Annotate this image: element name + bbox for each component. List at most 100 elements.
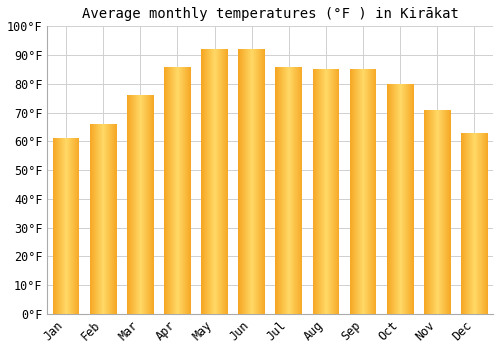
Bar <box>312 69 313 314</box>
Bar <box>115 124 116 314</box>
Bar <box>291 66 292 314</box>
Bar <box>293 66 294 314</box>
Bar <box>127 95 128 314</box>
Bar <box>355 69 356 314</box>
Bar <box>316 69 318 314</box>
Bar <box>410 84 411 314</box>
Bar <box>434 110 436 314</box>
Bar <box>64 139 66 314</box>
Bar <box>399 84 400 314</box>
Bar <box>132 95 133 314</box>
Bar <box>448 110 450 314</box>
Bar <box>424 110 426 314</box>
Bar <box>219 49 220 314</box>
Bar <box>374 69 375 314</box>
Bar <box>359 69 360 314</box>
Bar <box>174 66 176 314</box>
Bar <box>338 69 340 314</box>
Bar <box>103 124 104 314</box>
Bar <box>432 110 434 314</box>
Bar <box>141 95 142 314</box>
Bar <box>469 133 470 314</box>
Bar <box>480 133 481 314</box>
Bar <box>170 66 172 314</box>
Bar <box>475 133 476 314</box>
Bar <box>322 69 324 314</box>
Bar <box>294 66 295 314</box>
Bar <box>300 66 301 314</box>
Bar <box>107 124 108 314</box>
Bar <box>370 69 371 314</box>
Bar <box>487 133 488 314</box>
Bar <box>168 66 170 314</box>
Bar <box>188 66 189 314</box>
Bar <box>139 95 140 314</box>
Bar <box>366 69 367 314</box>
Bar <box>178 66 180 314</box>
Bar <box>190 66 191 314</box>
Bar <box>224 49 225 314</box>
Bar <box>367 69 368 314</box>
Bar <box>201 49 202 314</box>
Bar <box>391 84 392 314</box>
Bar <box>246 49 247 314</box>
Bar <box>397 84 398 314</box>
Bar <box>218 49 219 314</box>
Bar <box>330 69 332 314</box>
Bar <box>262 49 263 314</box>
Bar <box>398 84 399 314</box>
Bar <box>113 124 114 314</box>
Bar <box>409 84 410 314</box>
Bar <box>92 124 93 314</box>
Bar <box>314 69 316 314</box>
Bar <box>242 49 243 314</box>
Bar <box>225 49 226 314</box>
Bar <box>130 95 131 314</box>
Bar <box>186 66 187 314</box>
Bar <box>471 133 472 314</box>
Bar <box>202 49 203 314</box>
Bar <box>185 66 186 314</box>
Bar <box>240 49 241 314</box>
Bar <box>446 110 448 314</box>
Bar <box>276 66 277 314</box>
Bar <box>93 124 94 314</box>
Bar <box>149 95 150 314</box>
Bar <box>286 66 287 314</box>
Bar <box>474 133 475 314</box>
Bar <box>473 133 474 314</box>
Bar <box>62 139 64 314</box>
Bar <box>222 49 223 314</box>
Bar <box>289 66 290 314</box>
Bar <box>72 139 74 314</box>
Bar <box>172 66 174 314</box>
Bar <box>207 49 208 314</box>
Bar <box>390 84 391 314</box>
Bar <box>153 95 154 314</box>
Bar <box>151 95 152 314</box>
Bar <box>402 84 403 314</box>
Bar <box>295 66 296 314</box>
Bar <box>287 66 288 314</box>
Bar <box>278 66 279 314</box>
Bar <box>182 66 183 314</box>
Bar <box>146 95 147 314</box>
Bar <box>332 69 334 314</box>
Bar <box>288 66 289 314</box>
Bar <box>477 133 478 314</box>
Bar <box>485 133 486 314</box>
Bar <box>369 69 370 314</box>
Bar <box>248 49 249 314</box>
Bar <box>324 69 326 314</box>
Bar <box>336 69 338 314</box>
Bar <box>264 49 265 314</box>
Bar <box>227 49 228 314</box>
Bar <box>261 49 262 314</box>
Bar <box>301 66 302 314</box>
Bar <box>184 66 185 314</box>
Bar <box>357 69 358 314</box>
Bar <box>285 66 286 314</box>
Bar <box>187 66 188 314</box>
Title: Average monthly temperatures (°F ) in Kirākat: Average monthly temperatures (°F ) in Ki… <box>82 7 458 21</box>
Bar <box>412 84 413 314</box>
